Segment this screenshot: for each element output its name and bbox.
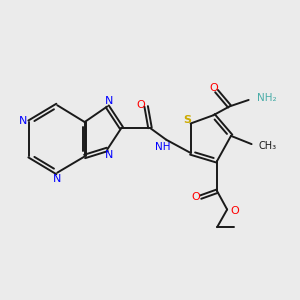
- Text: NH₂: NH₂: [257, 93, 277, 103]
- Text: O: O: [209, 82, 218, 93]
- Text: N: N: [105, 150, 113, 160]
- Text: O: O: [231, 206, 239, 216]
- Text: S: S: [183, 115, 191, 125]
- Text: O: O: [191, 192, 200, 202]
- Text: NH: NH: [155, 142, 171, 152]
- Text: N: N: [53, 174, 61, 184]
- Text: CH₃: CH₃: [258, 141, 276, 151]
- Text: N: N: [105, 95, 113, 106]
- Text: O: O: [136, 100, 145, 110]
- Text: N: N: [19, 116, 27, 126]
